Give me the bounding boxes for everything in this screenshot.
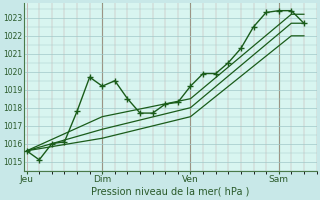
X-axis label: Pression niveau de la mer( hPa ): Pression niveau de la mer( hPa ) bbox=[91, 187, 250, 197]
